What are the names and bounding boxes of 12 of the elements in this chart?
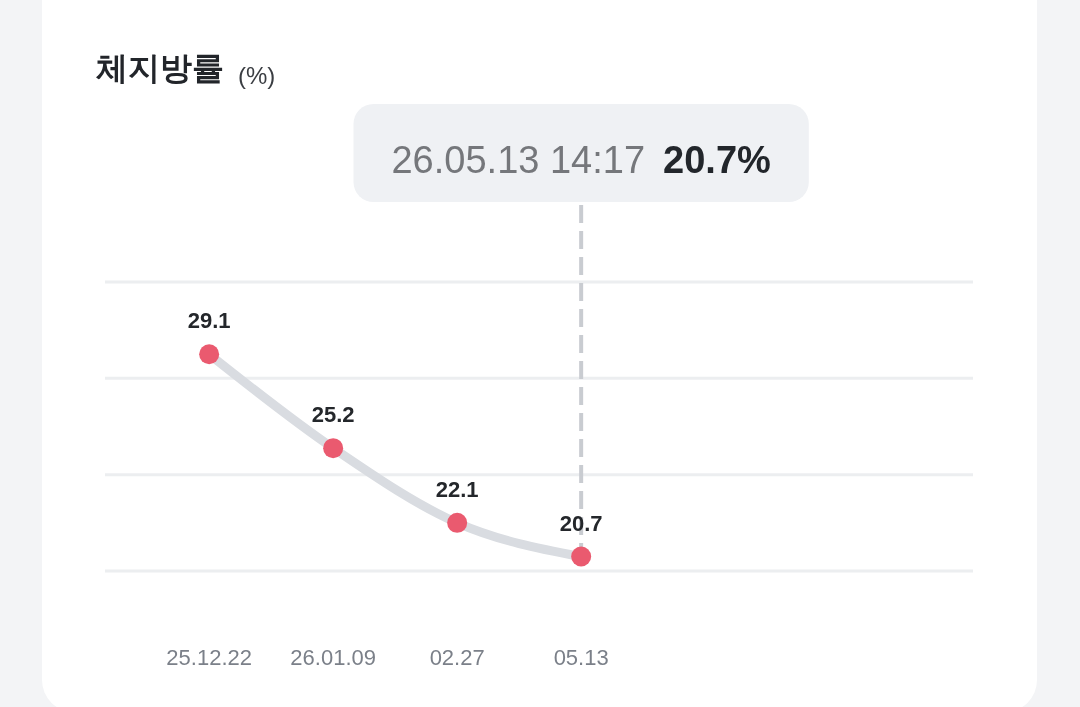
- subtitle: (%): [238, 62, 276, 89]
- x-tick-label: 26.01.09: [290, 645, 376, 670]
- x-tick-label: 25.12.22: [166, 645, 252, 670]
- data-label: 29.1: [187, 308, 231, 334]
- annotation: 26.05.13 14:17: [391, 139, 646, 181]
- data-label: 22.1: [435, 476, 479, 502]
- data-label: 20.7: [559, 510, 603, 536]
- title: 체지방률: [96, 50, 224, 86]
- data-label: 25.2: [311, 402, 355, 428]
- x-tick-label: 02.27: [429, 645, 485, 670]
- annotation: 20.7%: [663, 139, 771, 181]
- x-tick-label: 05.13: [553, 645, 609, 670]
